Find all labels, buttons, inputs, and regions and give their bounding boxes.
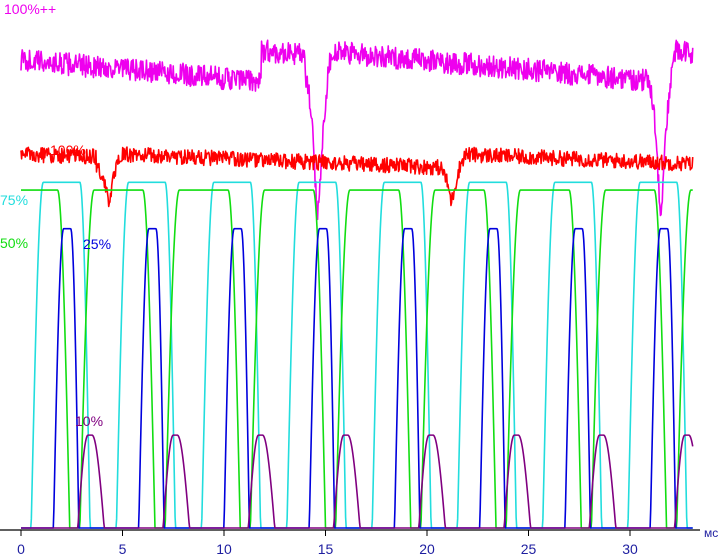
series-label-0: 100%++: [4, 1, 56, 17]
series-label-1: 100%: [50, 142, 86, 158]
x-tick-label: 25: [521, 541, 537, 557]
x-tick-label: 15: [318, 541, 334, 557]
series-label-4: 25%: [83, 236, 111, 252]
series-line-1: [20, 146, 694, 208]
series-line-5: [20, 434, 694, 529]
series-label-5: 10%: [75, 413, 103, 429]
x-axis-unit-label: мс: [704, 526, 718, 540]
x-tick-label: 5: [119, 541, 127, 557]
series-label-2: 75%: [0, 192, 28, 208]
series-line-2: [20, 181, 693, 529]
series-label-3: 50%: [0, 235, 28, 251]
x-tick-label: 30: [622, 541, 638, 557]
series-line-0: [20, 39, 694, 221]
series-layer: [20, 39, 694, 529]
x-tick-label: 10: [216, 541, 232, 557]
series-line-3: [20, 189, 693, 529]
x-tick-label: 0: [17, 541, 25, 557]
series-labels: 100%++ 100% 75% 50% 25% 10%: [0, 1, 111, 429]
x-axis-ticks: 0 5 10 15 20 25 30: [17, 530, 638, 557]
x-tick-label: 20: [419, 541, 435, 557]
